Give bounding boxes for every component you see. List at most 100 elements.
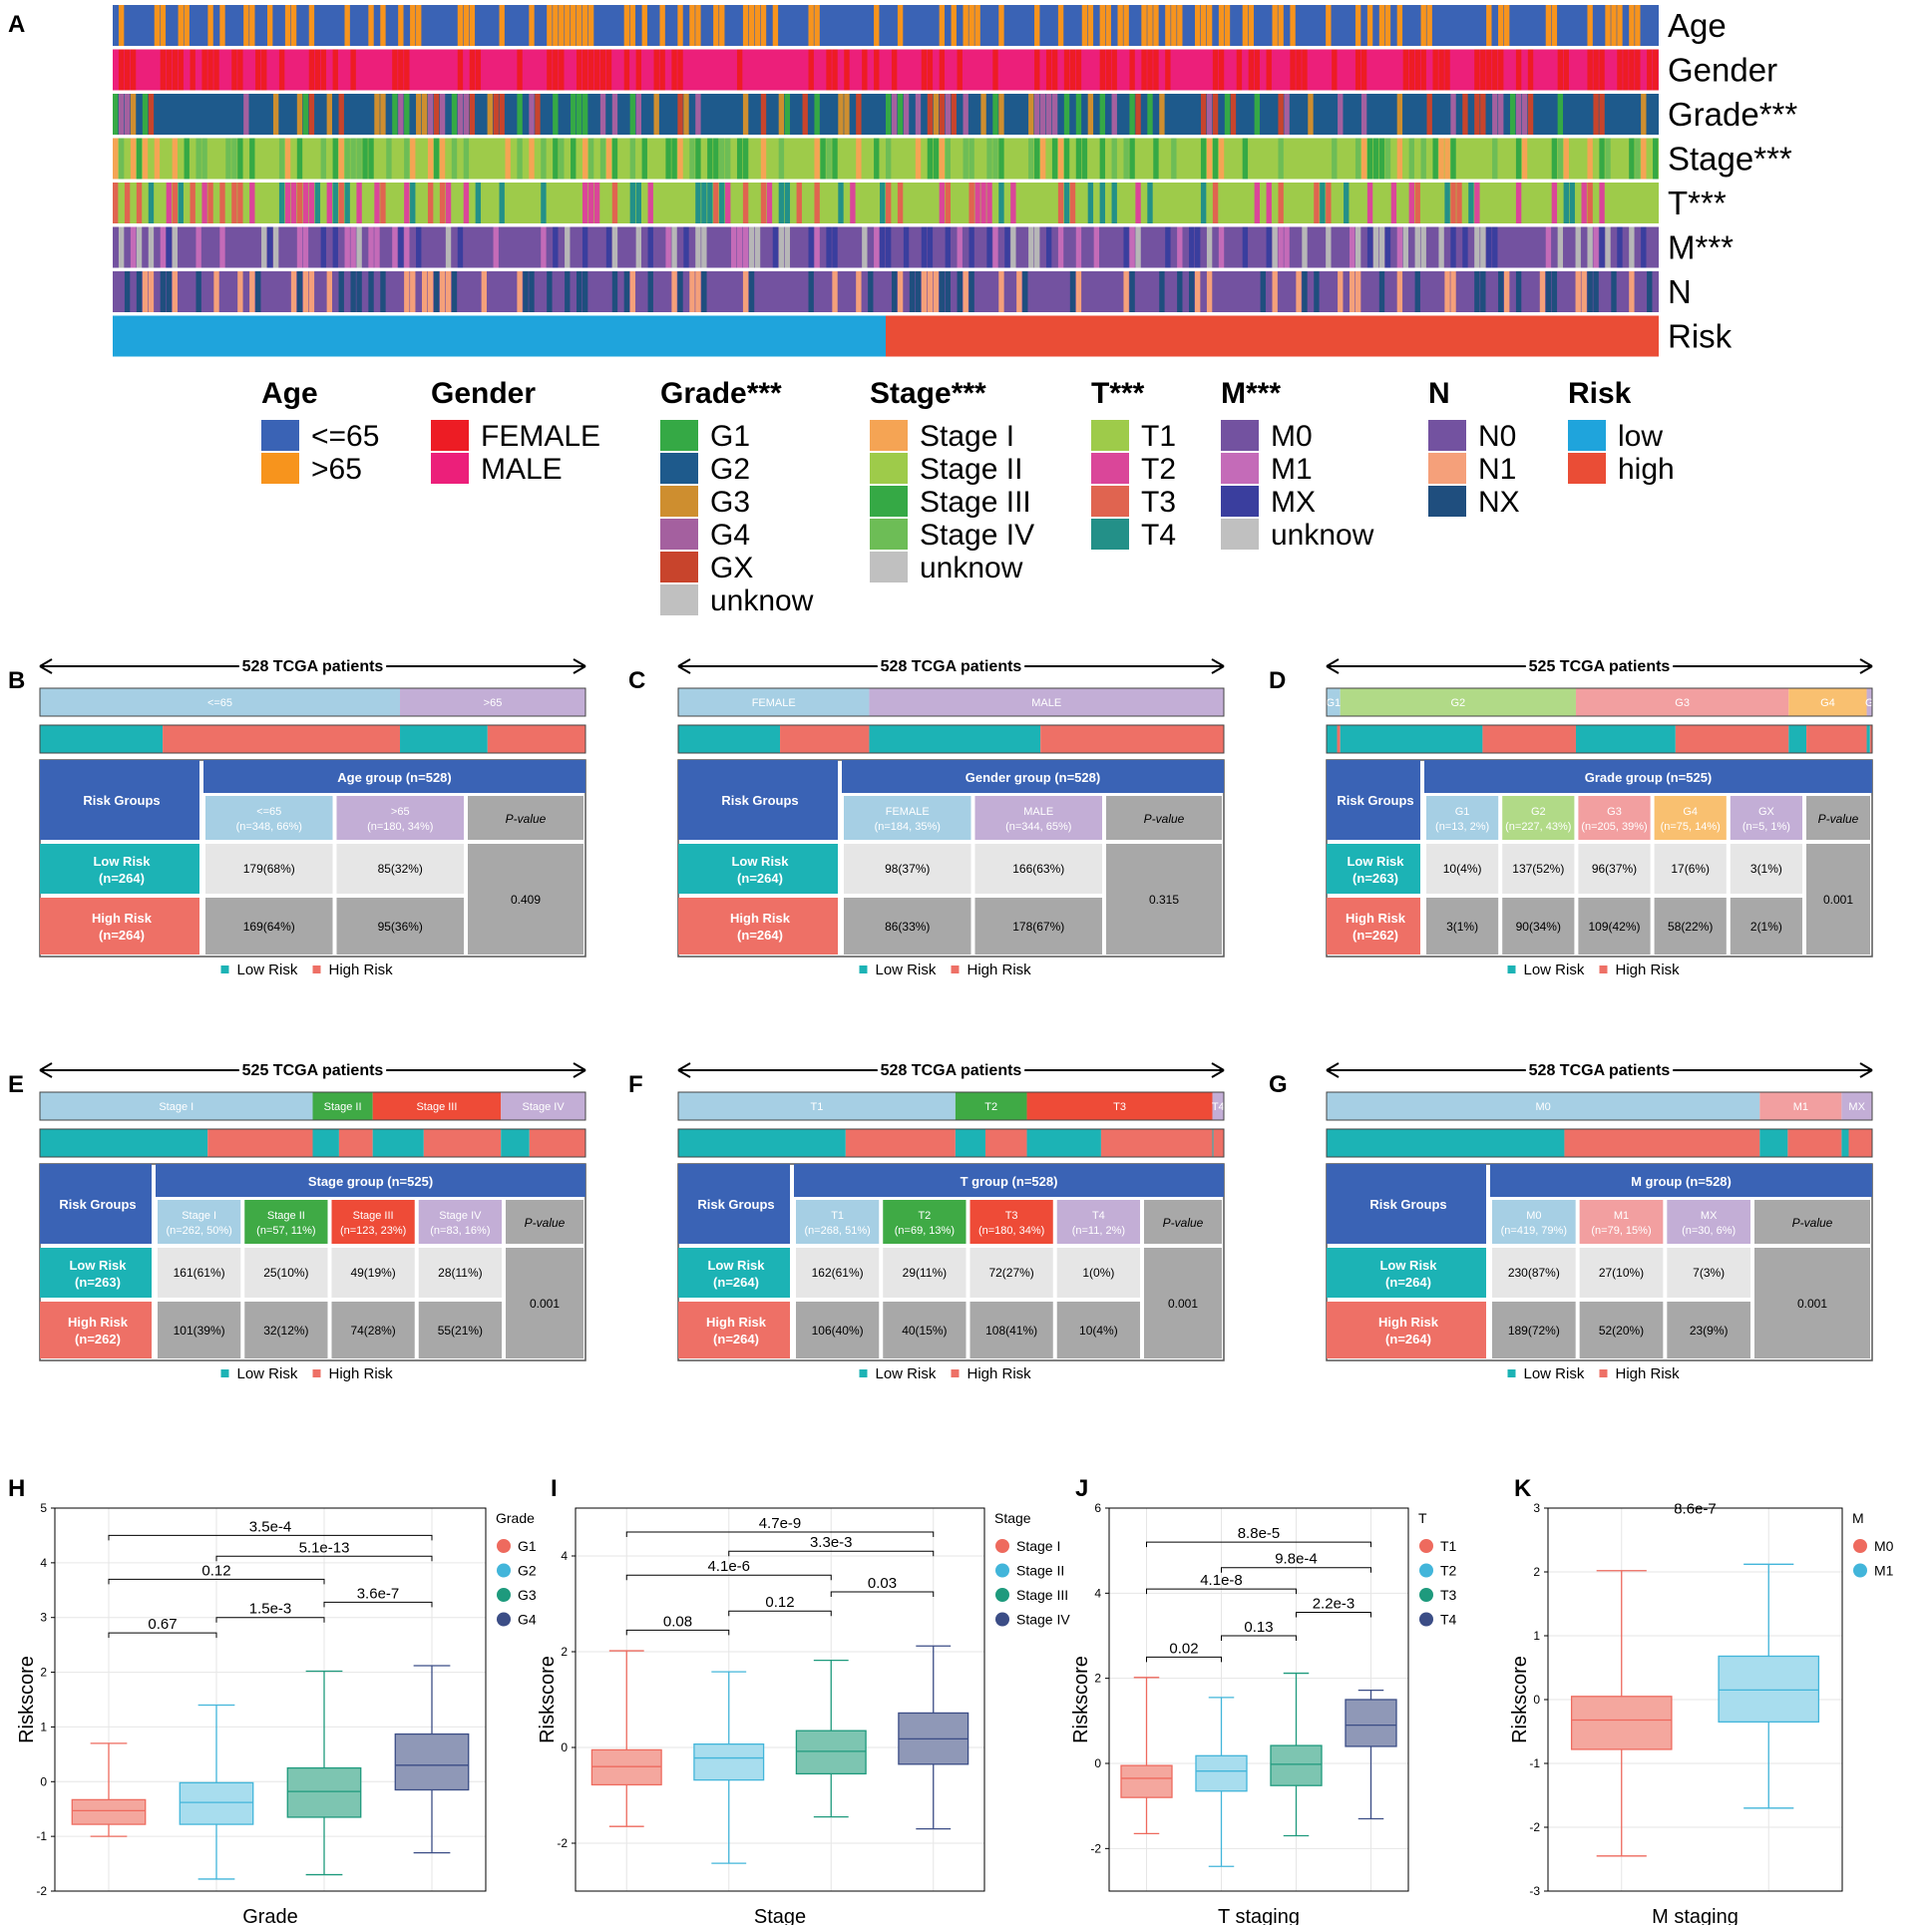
table-panel-D: 525 TCGA patients G1 G2 G3 G4 G Risk Groups Gra…: [1326, 658, 1874, 978]
heatmap-cell: [874, 49, 880, 91]
heatmap-cell: [541, 183, 547, 223]
heatmap-row-base: [113, 49, 1659, 91]
heatmap-cell: [808, 226, 814, 268]
heatmap-cell: [1195, 271, 1201, 312]
legend-low-swatch: [859, 965, 868, 973]
heatmap-cell: [1593, 226, 1599, 268]
category-bar-label: G3: [1675, 697, 1690, 709]
legend-low-label: Low Risk: [237, 1365, 298, 1382]
heatmap-cell: [320, 138, 327, 180]
heatmap-cell: [915, 94, 922, 135]
heatmap-cell: [243, 5, 249, 46]
heatmap-cell: [433, 138, 440, 180]
legend-label: unknow: [710, 584, 814, 617]
heatmap-cell: [547, 5, 553, 46]
heatmap-cell: [1354, 226, 1361, 268]
heatmap-cell: [1129, 49, 1135, 91]
legend-label: GX: [710, 552, 753, 584]
heatmap-cell: [921, 49, 928, 91]
heatmap-cell: [457, 94, 464, 135]
risk-bar-low: [1841, 1129, 1849, 1157]
heatmap-cell: [1200, 183, 1207, 223]
low-risk-value: 10(4%): [1443, 862, 1482, 876]
heatmap-cell: [1599, 138, 1605, 180]
heatmap-cell: [1444, 138, 1450, 180]
heatmap-cell: [1617, 49, 1623, 91]
low-risk-value: 98(37%): [885, 862, 930, 876]
heatmap-cell: [1527, 94, 1534, 135]
category-bar-segment: [955, 1092, 1027, 1120]
heatmap-cell: [118, 226, 125, 268]
high-risk-row-header: [1327, 898, 1420, 955]
legend-title: Age: [261, 377, 318, 410]
heatmap-cell: [296, 94, 303, 135]
comparison-bracket: [108, 1632, 217, 1639]
comparison: 0.03: [830, 1575, 935, 1597]
heatmap-cell: [1402, 226, 1409, 268]
heatmap-cell: [838, 183, 844, 223]
heatmap-cell: [1063, 183, 1070, 223]
heatmap-cell: [380, 271, 386, 312]
heatmap-cell: [605, 226, 612, 268]
heatmap-cell: [754, 5, 761, 46]
low-risk-row-label: Low Risk: [1347, 854, 1404, 869]
heatmap-cell: [1653, 138, 1659, 180]
heatmap-cell: [778, 138, 785, 180]
column-count: (n=30, 6%): [1682, 1225, 1736, 1237]
heatmap-cell: [231, 49, 237, 91]
risk-bar-border: [39, 1128, 586, 1158]
heatmap-cell: [992, 138, 998, 180]
risk-bar-low: [312, 1129, 339, 1157]
comparison: 4.1e-6: [625, 1558, 832, 1581]
heatmap-cell: [1087, 94, 1094, 135]
heatmap-cell: [814, 138, 820, 180]
heatmap-cell: [172, 226, 178, 268]
heatmap-cell: [1218, 138, 1225, 180]
heatmap-cell: [629, 5, 636, 46]
category-bar-segment: [1788, 688, 1867, 716]
legend-swatch: [1428, 453, 1466, 484]
risk-bar-high: [1806, 725, 1867, 753]
heatmap-cell: [891, 271, 898, 312]
heatmap-cell: [1153, 49, 1159, 91]
legend-high-swatch: [951, 1369, 960, 1377]
heatmap-cell: [195, 271, 201, 312]
heatmap-cell: [136, 226, 143, 268]
low-risk-value: 17(6%): [1671, 862, 1710, 876]
heatmap-cell: [493, 94, 499, 135]
heatmap-cell: [951, 94, 957, 135]
legend-label: G2: [710, 453, 750, 486]
pvalue-header: [1806, 796, 1870, 840]
heatmap-cell: [249, 5, 255, 46]
box-stage-iv: [898, 1645, 969, 1830]
heatmap-cell: [368, 5, 374, 46]
box-t3: [1270, 1672, 1323, 1837]
heatmap-cell: [160, 271, 167, 312]
panel-letter-K: K: [1514, 1475, 1532, 1502]
legend-label: G4: [710, 519, 750, 552]
heatmap-cell: [1432, 49, 1438, 91]
heatmap-cell: [593, 49, 600, 91]
heatmap-cell: [1647, 271, 1653, 312]
legend-high-label: High Risk: [1616, 1365, 1681, 1382]
heatmap-cell: [136, 183, 143, 223]
heatmap-cell: [808, 271, 814, 312]
heatmap-cell: [1563, 49, 1569, 91]
high-risk-cell: [244, 1302, 328, 1358]
heatmap-cell: [802, 94, 808, 135]
heatmap-cell: [1212, 94, 1219, 135]
y-tick-label: -2: [36, 1884, 47, 1898]
heatmap-cell: [1366, 226, 1373, 268]
heatmap-cell: [1034, 5, 1040, 46]
heatmap-cell: [963, 138, 968, 180]
high-risk-value: 55(21%): [438, 1324, 483, 1338]
heatmap-cell: [778, 226, 785, 268]
heatmap-cell: [980, 94, 986, 135]
comparison-pvalue: 0.12: [765, 1594, 794, 1611]
heatmap-cell: [344, 226, 350, 268]
low-risk-cell: [974, 844, 1102, 894]
heatmap-cell: [1474, 183, 1480, 223]
legend-label: G1: [518, 1538, 537, 1554]
heatmap-cell: [1087, 5, 1094, 46]
heatmap-cell: [493, 226, 499, 268]
